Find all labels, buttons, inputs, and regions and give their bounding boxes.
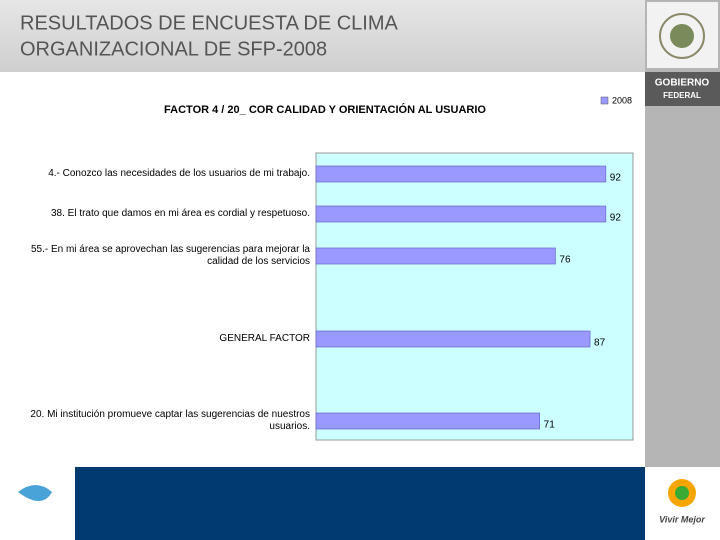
value-label: 76 <box>559 255 571 266</box>
bar <box>315 165 607 183</box>
bar <box>315 412 540 430</box>
emblem-center <box>670 24 694 48</box>
brand-text: Vivir Mejor <box>659 514 705 524</box>
category-label: 38. El trato que damos en mi área es cor… <box>50 208 310 219</box>
header-band <box>0 0 645 72</box>
footer-band <box>75 467 645 540</box>
brand-text: GOBIERNO <box>655 78 710 89</box>
value-label: 87 <box>594 338 606 349</box>
bar <box>315 205 607 223</box>
slide-title: ORGANIZACIONAL DE SFP-2008 <box>20 38 327 60</box>
bar <box>315 330 591 348</box>
category-label: GENERAL FACTOR <box>219 333 310 344</box>
category-label: 20. Mi institución promueve captar las s… <box>30 409 310 432</box>
logo <box>675 486 689 500</box>
chart-title: FACTOR 4 / 20_ COR CALIDAD Y ORIENTACIÓN… <box>164 103 486 116</box>
value-label: 92 <box>610 213 622 224</box>
legend-swatch <box>600 96 609 105</box>
value-label: 92 <box>610 173 622 184</box>
bar <box>315 247 556 265</box>
brand-text: FEDERAL <box>663 91 701 100</box>
plot-area <box>315 152 634 441</box>
category-label: 55.- En mi área se aprovechan las sugere… <box>30 244 310 267</box>
logo <box>18 485 52 501</box>
brand-box <box>645 72 720 106</box>
legend-label: 2008 <box>612 95 632 105</box>
slide-title: RESULTADOS DE ENCUESTA DE CLIMA <box>20 12 399 34</box>
category-label: 4.- Conozco las necesidades de los usuar… <box>48 168 310 179</box>
emblem <box>659 13 705 59</box>
value-label: 71 <box>544 420 556 431</box>
